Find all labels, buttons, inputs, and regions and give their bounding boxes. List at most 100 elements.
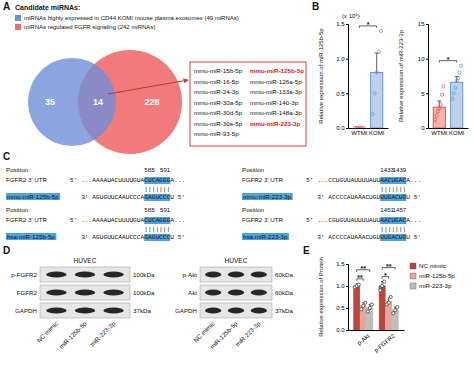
- significance-label: *: [447, 56, 450, 63]
- panel-label: B: [312, 1, 319, 12]
- y-tick: 1.0: [336, 56, 348, 62]
- position-start: 585: [144, 206, 155, 213]
- data-point: [438, 106, 441, 109]
- cell-line: HUVEC: [225, 257, 248, 264]
- panel-label: D: [3, 245, 10, 256]
- y-tick-label: 10: [418, 56, 425, 62]
- y-axis-line: [346, 265, 349, 331]
- position-end: 591: [160, 166, 171, 173]
- lane-label: miR-125b-5p: [208, 319, 239, 350]
- bar: [367, 308, 373, 330]
- x-tick: KOMI: [369, 128, 385, 136]
- position-label: Position: [6, 166, 29, 173]
- target-seq: A...: [406, 177, 421, 184]
- y-axis-line: [346, 25, 349, 129]
- mirna-seed: UUGACUG: [380, 234, 406, 241]
- blot-row-label: p-Akt: [183, 271, 198, 278]
- y-tick: 0: [421, 125, 428, 131]
- y-tick: 10: [418, 56, 428, 62]
- data-point: [442, 85, 445, 88]
- data-point: [379, 289, 382, 292]
- x-tick: p-FGFR2: [373, 330, 397, 353]
- bar: [386, 301, 392, 330]
- data-point: [371, 113, 374, 116]
- seed-highlight: [144, 217, 170, 224]
- seed-highlight: [144, 177, 170, 184]
- target-seq: 5' ...CGUGUUAUUUUAUU: [306, 217, 381, 224]
- bar-chart: 051015WTMIKOMIRelative expression of miR…: [398, 21, 469, 136]
- data-point: [441, 93, 444, 96]
- blot-strip: [40, 285, 130, 300]
- blot-band: [251, 290, 267, 296]
- blot-strip: [200, 285, 272, 300]
- y-axis: 0.00.51.01.5: [336, 261, 348, 333]
- legend-label: miR-223-3p: [419, 282, 452, 289]
- data-point: [439, 103, 442, 106]
- cell-line: HUVEC: [74, 257, 97, 264]
- mirna-seq: U 5': [170, 194, 185, 201]
- mirna-item: mmu-miR-93-5p: [194, 130, 239, 137]
- y-tick-label: 0.5: [336, 91, 345, 97]
- data-point: [394, 309, 397, 312]
- mirna-item: mmu-miR-30a-5p: [194, 99, 243, 106]
- mirna-name-highlight: [6, 193, 60, 200]
- mirna-name-highlight: [242, 193, 293, 200]
- x-tick-label: p-FGFR2: [373, 332, 397, 353]
- target-seq: A...: [170, 177, 185, 184]
- seed-highlight: [144, 234, 170, 241]
- data-point: [452, 92, 455, 95]
- alignment: PositionFGFR2 3' UTRmmu-miR-125b-5p5' ..…: [6, 166, 185, 201]
- mirna-item: mmu-miR-125b-5p: [250, 67, 304, 74]
- blot-band: [103, 308, 123, 314]
- y-tick-mark: [346, 93, 348, 94]
- blot-row-label: p-FGFR2: [11, 271, 37, 278]
- target-seed: CUCAGGG: [144, 177, 170, 184]
- x-axis-line: [349, 330, 405, 331]
- mirna-item: mmu-miR-15b-5p: [194, 67, 243, 74]
- figure: ABCDECandidate miRNAs:miRNAs highly expr…: [0, 0, 474, 366]
- blot-band: [46, 308, 66, 314]
- lane-label: miR-223-3p: [88, 319, 116, 347]
- data-point: [435, 114, 438, 117]
- lane-label: miR-223-3p: [234, 319, 262, 347]
- lane-label: miR-125b-5p: [57, 319, 88, 350]
- candidate-box: [190, 62, 306, 146]
- blot-strip: [40, 267, 130, 282]
- bar: [433, 107, 445, 128]
- x-axis-line: [429, 128, 469, 129]
- significance-label: *: [367, 21, 370, 28]
- y-tick: 1.0: [336, 283, 348, 289]
- y-tick: 0.0: [336, 327, 348, 333]
- x-tick-label: KOMI: [449, 130, 465, 136]
- data-point: [362, 126, 365, 128]
- mirna-item: mmu-miR-223-3p: [250, 120, 300, 127]
- y-axis-title: Relative expression of miR-125b-5p: [318, 28, 324, 124]
- bar: [392, 310, 398, 330]
- bar-chart: 0.00.51.01.5p-Aktp-FGFR2Relative express…: [318, 257, 455, 353]
- y-tick-mark: [426, 128, 428, 129]
- mirna-item: mmu-miR-30e-5p: [194, 120, 243, 127]
- legend-swatch: [410, 263, 416, 269]
- mirna-name-highlight: [6, 233, 56, 240]
- mirna-name: mmu-miR-223-3p: [243, 193, 292, 200]
- data-point: [381, 284, 384, 287]
- blot-band: [75, 272, 95, 278]
- venn-count: 14: [93, 97, 103, 107]
- y-tick-label: 1.5: [336, 21, 345, 27]
- alignment: PositionFGFR2 3' UTRmmu-miR-223-3p5' ...…: [242, 166, 421, 201]
- plot-area: [353, 29, 382, 128]
- seed-highlight: [144, 194, 170, 201]
- target-seq: 5' ...CCUGUUAUUUUAUU: [306, 177, 381, 184]
- mirna-name-group: hsa-miR-223-3p: [242, 233, 289, 240]
- significance-label: **: [361, 265, 367, 272]
- y-axis: 051015: [418, 21, 429, 131]
- bar: [451, 82, 463, 128]
- y-tick-mark: [346, 308, 348, 309]
- blot-row-label: GAPDH: [175, 307, 197, 314]
- blot-band: [228, 272, 244, 278]
- data-point: [457, 76, 460, 79]
- y-tick-mark: [426, 24, 428, 25]
- target-seq: 5' ...AAAAUACUUUUGUA: [70, 217, 145, 224]
- y-axis-title: Relative expression of miR-223-3p: [398, 29, 404, 122]
- blot-size: 37kDa: [275, 307, 293, 314]
